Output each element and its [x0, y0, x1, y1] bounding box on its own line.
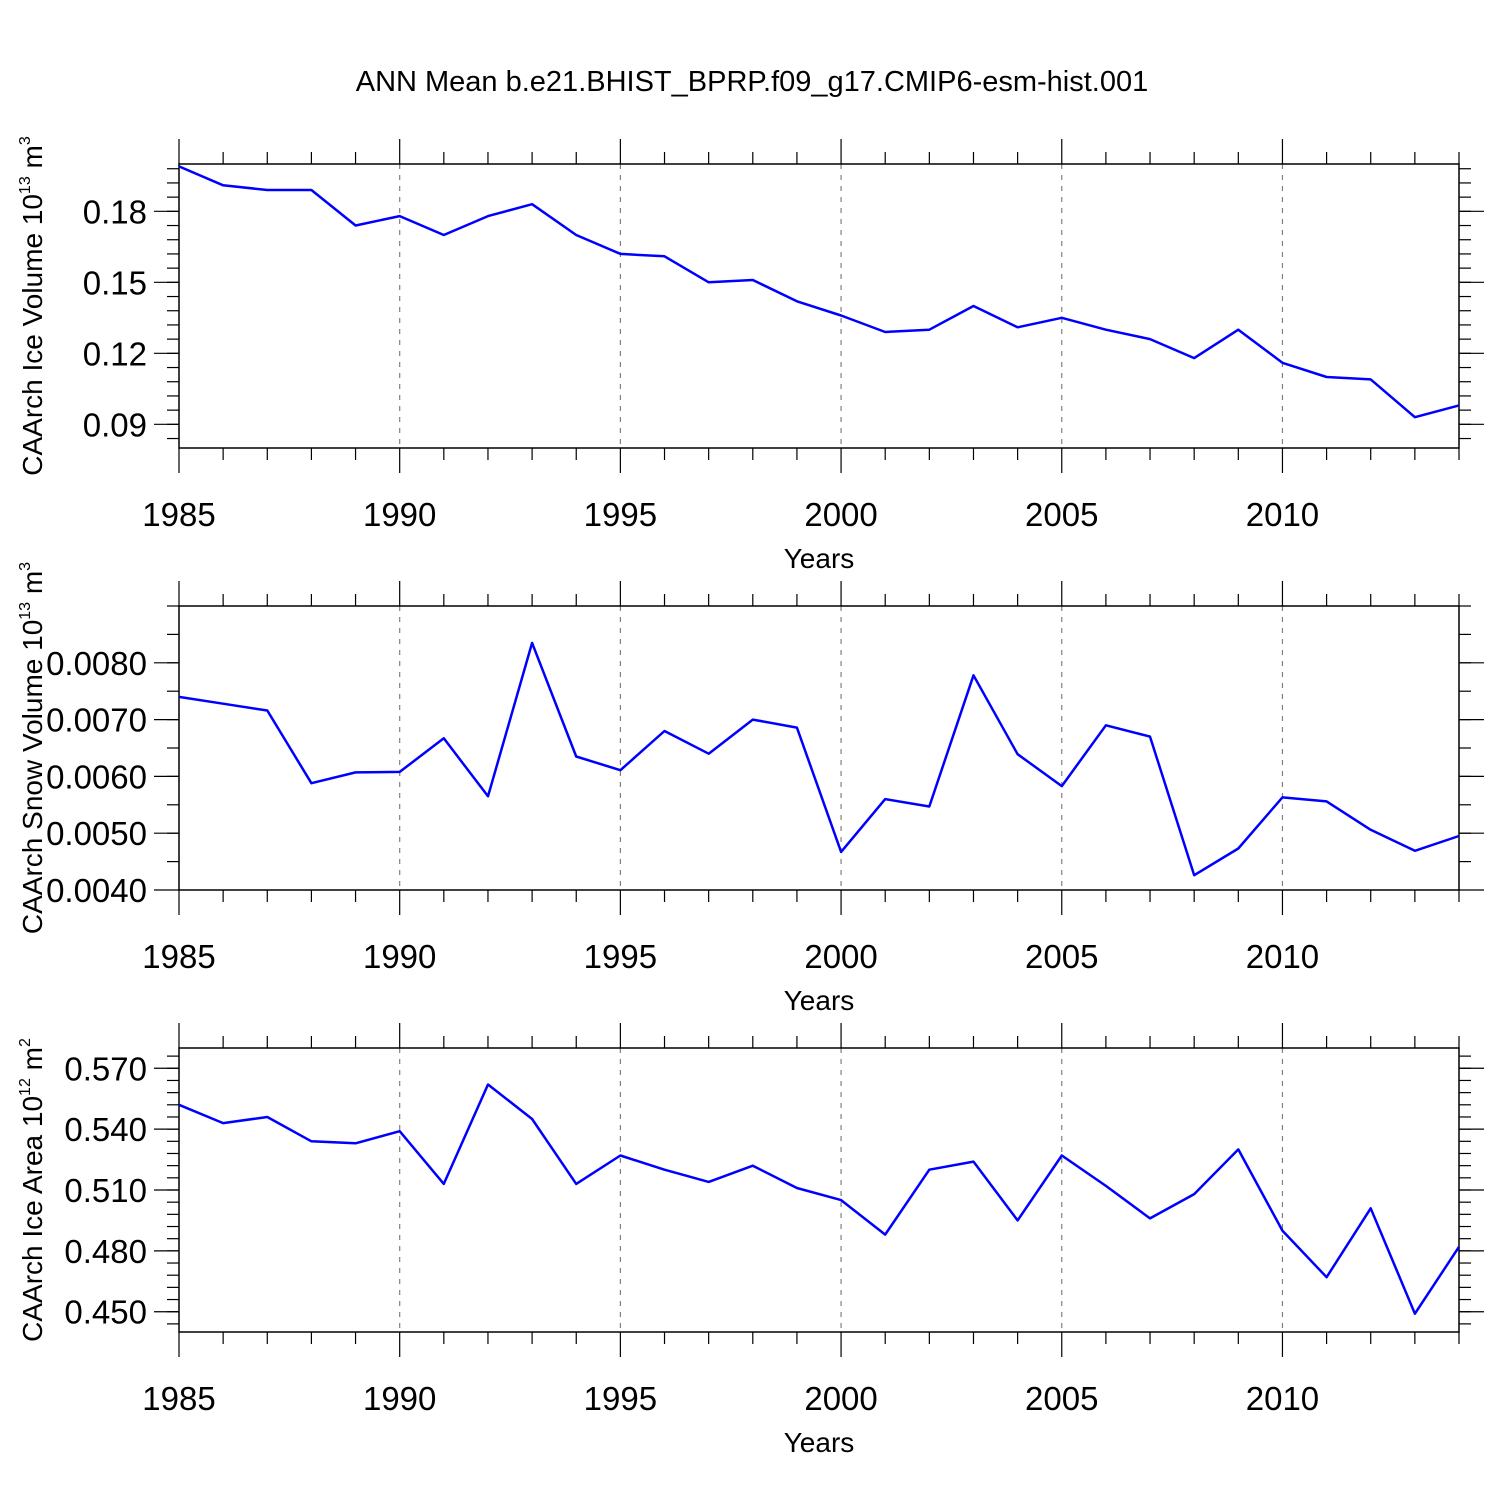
y-axis-label-base: CAArch Ice Volume 10	[17, 194, 48, 476]
y-tick-label: 0.09	[83, 406, 147, 443]
x-tick-label: 2010	[1246, 938, 1319, 975]
y-axis-label-unit: m	[17, 145, 48, 176]
x-tick-label: 2005	[1025, 1380, 1098, 1417]
x-axis-label: Years	[784, 543, 855, 574]
x-tick-label: 1990	[363, 496, 436, 533]
plot-frame	[178, 1047, 1460, 1333]
x-tick-label: 2000	[804, 938, 877, 975]
chart-title: ANN Mean b.e21.BHIST_BPRP.f09_g17.CMIP6-…	[356, 66, 1149, 98]
x-tick-label: 1995	[584, 1380, 657, 1417]
x-tick-label: 2000	[804, 1380, 877, 1417]
y-axis-label-unit-exp: 3	[17, 562, 34, 571]
x-tick-label: 2005	[1025, 938, 1098, 975]
x-axis-label: Years	[784, 985, 855, 1016]
y-tick-label: 0.18	[83, 193, 147, 230]
x-tick-label: 2005	[1025, 496, 1098, 533]
chart-panel-2: 1985 1990 1995 2000 2005 2010 0.0040 0.0050 0.00…	[17, 562, 1484, 1016]
series-line	[178, 165, 1460, 419]
y-tick-label: 0.0060	[46, 758, 147, 795]
plot-frame	[178, 605, 1460, 891]
series-line	[178, 641, 1460, 877]
y-axis-label-exp: 13	[17, 176, 34, 194]
y-tick-label: 0.570	[64, 1050, 147, 1087]
x-tick-label: 1995	[584, 496, 657, 533]
x-tick-label: 1985	[142, 1380, 215, 1417]
x-tick-label: 1990	[363, 938, 436, 975]
y-tick-label: 0.0050	[46, 815, 147, 852]
chart-panel-1: 1985 1990 1995 2000 2005 2010 0.09 0.12 0.15 0.18…	[17, 136, 1484, 574]
series-line	[178, 1083, 1461, 1315]
x-tick-label: 1985	[142, 938, 215, 975]
x-tick-label: 2000	[804, 496, 877, 533]
y-axis-label-unit: m	[17, 1047, 48, 1078]
y-axis-label-unit-exp: 3	[17, 136, 34, 145]
y-tick-label: 0.0080	[46, 645, 147, 682]
y-tick-label: 0.510	[64, 1172, 147, 1209]
x-tick-label: 2010	[1246, 496, 1319, 533]
y-tick-label: 0.450	[64, 1294, 147, 1331]
x-tick-label: 1990	[363, 1380, 436, 1417]
y-tick-label: 0.15	[83, 264, 147, 301]
y-axis-label: CAArch Ice Volume 1013 m3	[17, 136, 48, 476]
x-tick-label: 2010	[1246, 1380, 1319, 1417]
x-axis-label: Years	[784, 1427, 855, 1458]
x-tick-label: 1985	[142, 496, 215, 533]
y-axis-label-base: CAArch Ice Area 10	[17, 1096, 48, 1342]
y-tick-label: 0.0040	[46, 872, 147, 909]
y-axis-label: CAArch Ice Area 1012 m2	[17, 1038, 48, 1342]
panels: 1985 1990 1995 2000 2005 2010 0.09 0.12 0.15 0.18…	[17, 136, 1484, 1458]
y-tick-label: 0.540	[64, 1111, 147, 1148]
y-tick-label: 0.0070	[46, 702, 147, 739]
y-axis-label-exp: 13	[17, 602, 34, 620]
y-tick-label: 0.480	[64, 1233, 147, 1270]
y-axis-label-unit-exp: 2	[17, 1038, 34, 1047]
y-axis-label-unit: m	[17, 571, 48, 602]
chart-panel-3: 1985 1990 1995 2000 2005 2010 0.450 0.480 0.510 0…	[17, 1023, 1484, 1458]
x-tick-label: 1995	[584, 938, 657, 975]
y-axis-label: CAArch Snow Volume 1013 m3	[17, 562, 48, 934]
plot-frame	[178, 163, 1460, 449]
y-axis-label-exp: 12	[17, 1078, 34, 1096]
y-axis-label-base: CAArch Snow Volume 10	[17, 620, 48, 934]
y-tick-label: 0.12	[83, 335, 147, 372]
